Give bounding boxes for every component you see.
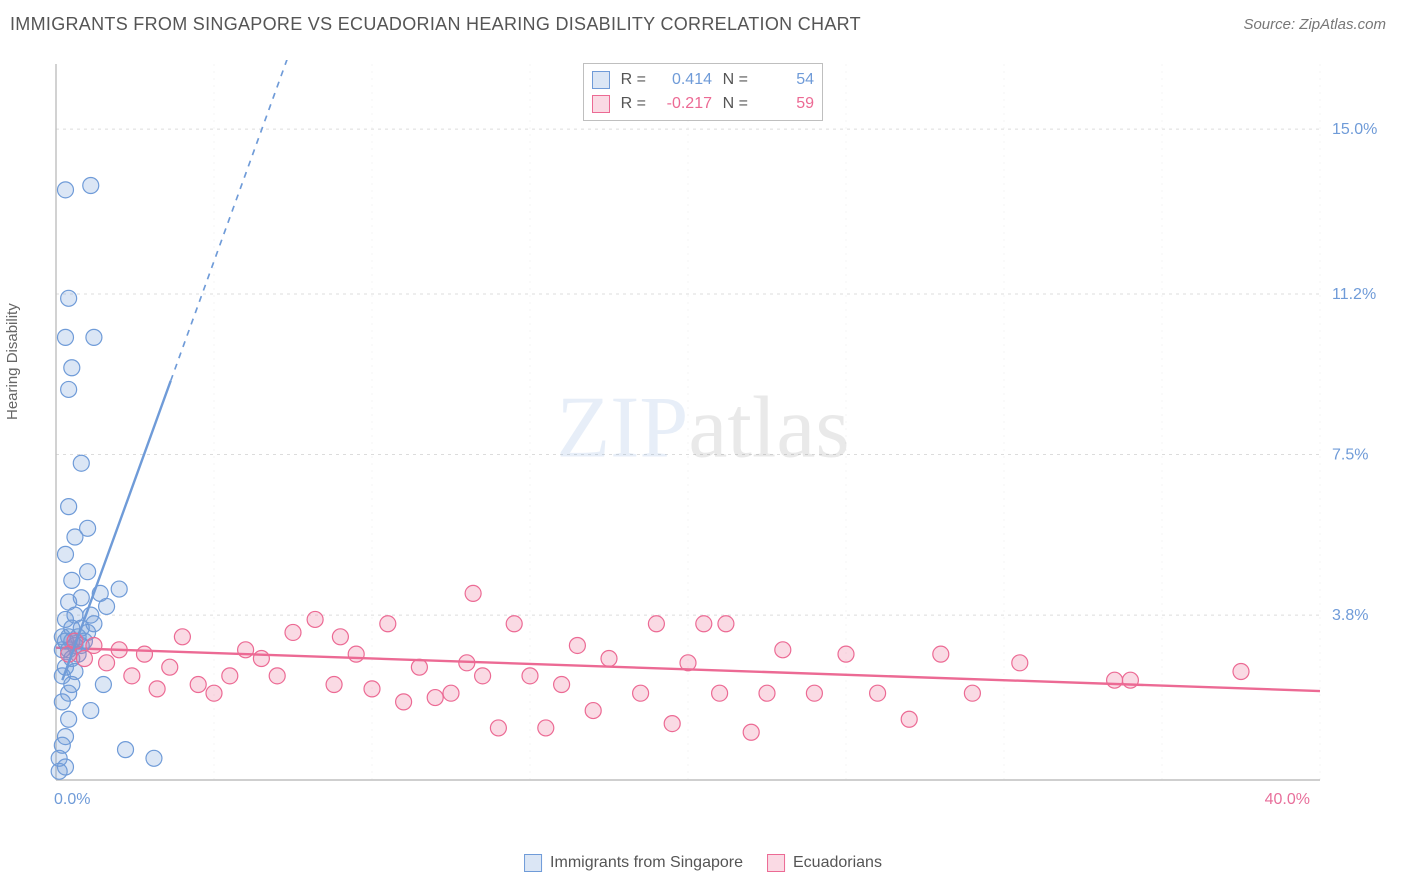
x-min-label: 0.0% <box>54 791 90 808</box>
n-label: N = <box>718 71 748 89</box>
chart-header: IMMIGRANTS FROM SINGAPORE VS ECUADORIAN … <box>0 0 1406 48</box>
correlation-legend-row: R = -0.217 N = 59 <box>592 92 814 116</box>
legend-swatch <box>767 854 785 872</box>
series-legend-item: Ecuadorians <box>767 854 882 872</box>
y-tick-label: 3.8% <box>1332 607 1368 624</box>
legend-swatch <box>592 95 610 113</box>
y-tick-label: 15.0% <box>1332 121 1377 138</box>
y-tick-label: 7.5% <box>1332 447 1368 464</box>
chart-title: IMMIGRANTS FROM SINGAPORE VS ECUADORIAN … <box>10 14 861 35</box>
series-legend-label: Ecuadorians <box>793 854 882 872</box>
scatter-plot-svg: 3.8% 7.5% 11.2% 15.0% 0.0% 40.0% <box>50 60 1390 820</box>
series-legend-item: Immigrants from Singapore <box>524 854 743 872</box>
series-legend-label: Immigrants from Singapore <box>550 854 743 872</box>
r-label: R = <box>616 95 646 113</box>
legend-swatch <box>592 71 610 89</box>
chart-source: Source: ZipAtlas.com <box>1243 16 1386 33</box>
r-value: -0.217 <box>652 95 712 113</box>
x-max-label: 40.0% <box>1265 791 1310 808</box>
r-label: R = <box>616 71 646 89</box>
correlation-legend-row: R = 0.414 N = 54 <box>592 68 814 92</box>
y-tick-label: 11.2% <box>1332 286 1376 303</box>
r-value: 0.414 <box>652 71 712 89</box>
n-value: 54 <box>754 71 814 89</box>
n-label: N = <box>718 95 748 113</box>
correlation-legend: R = 0.414 N = 54 R = -0.217 N = 59 <box>583 63 823 121</box>
legend-swatch <box>524 854 542 872</box>
n-value: 59 <box>754 95 814 113</box>
chart-area: 3.8% 7.5% 11.2% 15.0% 0.0% 40.0% <box>50 60 1390 820</box>
y-axis-label: Hearing Disability <box>4 303 21 420</box>
series-legend: Immigrants from Singapore Ecuadorians <box>524 854 882 872</box>
